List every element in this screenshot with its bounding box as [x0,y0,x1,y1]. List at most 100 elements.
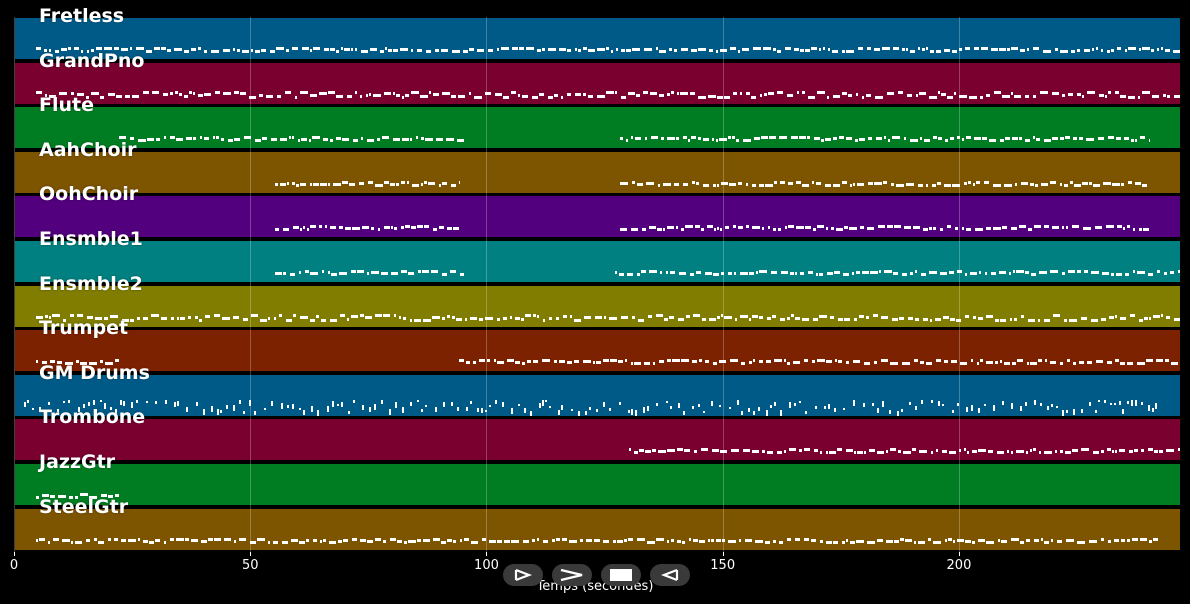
note [320,539,323,543]
note [842,91,848,95]
note [532,95,539,99]
note [91,91,100,95]
track-label: Flute [39,94,94,117]
note [967,180,971,184]
note [286,181,289,185]
note [255,50,261,53]
note [1021,314,1025,318]
note [737,399,740,405]
rewind-button[interactable] [650,564,690,586]
note [89,496,98,499]
note [151,313,160,317]
play-button[interactable] [503,564,543,586]
note [815,405,818,409]
note [664,317,669,321]
note [239,399,242,404]
note [186,406,189,412]
note [100,399,103,402]
note [1101,317,1107,321]
note [1033,448,1037,452]
note [731,136,735,140]
note [772,314,777,318]
note [524,407,527,413]
note [561,95,564,99]
note [919,91,927,95]
note [662,228,665,232]
note [430,270,438,273]
note [728,182,736,186]
note [903,137,906,141]
note [858,138,865,142]
note [1001,226,1007,230]
note [724,226,729,230]
note [1134,181,1141,185]
note [285,90,292,94]
note [974,228,983,232]
note [816,273,819,276]
note [645,450,652,454]
note [872,402,875,406]
note [662,182,671,186]
note [1039,451,1042,455]
note [322,138,328,142]
note [854,139,858,143]
note [619,273,625,276]
note [208,537,214,541]
note [515,361,521,365]
note [558,409,561,415]
note [1055,450,1058,454]
note [828,403,831,409]
note [991,48,999,51]
stop-button[interactable] [601,564,641,586]
fast-forward-button[interactable] [552,564,592,586]
note [918,540,926,544]
note [1101,49,1104,52]
note [1072,137,1077,141]
note [842,540,846,544]
note [653,362,656,366]
note [469,48,475,51]
note [61,48,68,51]
note [749,361,753,365]
note [243,410,246,414]
note [708,538,711,542]
note [844,317,851,321]
note [1108,90,1112,94]
note [312,182,319,186]
note [787,537,792,541]
note [351,314,359,318]
note [242,50,250,53]
note [578,410,581,416]
note [942,403,945,406]
track-row: Ensmble2 [14,273,1181,328]
note [184,50,190,53]
note [188,315,192,319]
note [751,95,757,99]
note [533,313,537,317]
note [947,95,954,99]
note [204,92,212,96]
note [1137,271,1146,274]
note [984,403,987,406]
note [542,399,545,406]
note [452,315,456,319]
note [1002,400,1005,405]
note [174,48,183,51]
note [869,449,876,453]
note [841,180,847,184]
note [400,48,409,51]
note [1111,49,1115,52]
note [402,406,405,413]
track-row: AahChoir [14,139,1181,194]
note [1030,449,1033,453]
note [441,540,447,544]
note [666,137,675,141]
note [817,90,826,94]
note [1053,313,1061,317]
note [1165,49,1171,52]
note [441,273,447,276]
note [779,180,785,184]
note [820,139,824,143]
note [317,409,320,416]
note [74,47,80,50]
